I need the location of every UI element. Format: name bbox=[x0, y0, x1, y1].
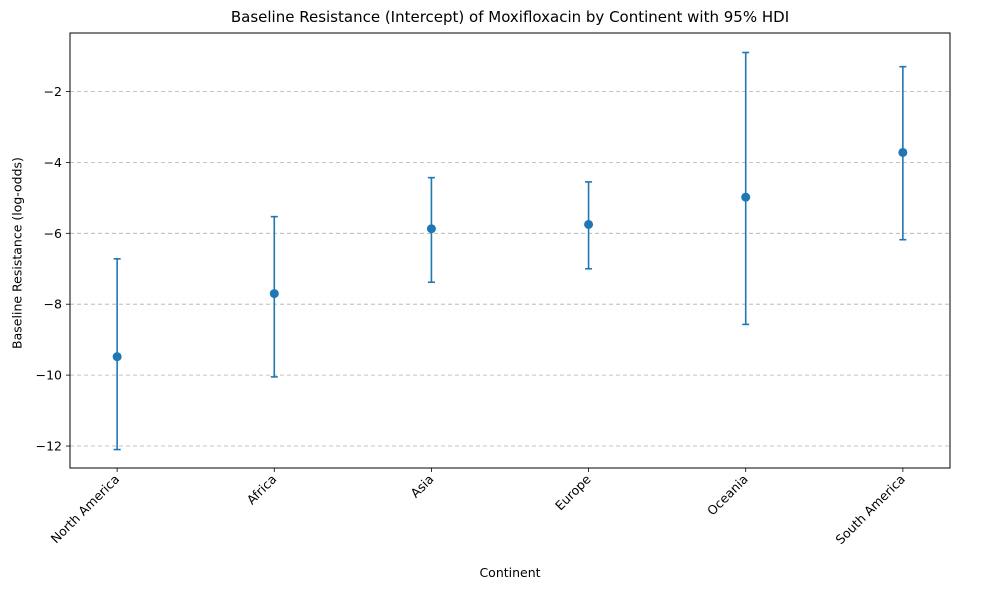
y-tick-label: −6 bbox=[44, 226, 62, 241]
x-tick-label: North America bbox=[48, 472, 123, 547]
data-point bbox=[269, 289, 279, 299]
data-point bbox=[584, 219, 594, 229]
y-tick-label: −12 bbox=[36, 439, 62, 454]
data-point bbox=[112, 352, 122, 362]
x-tick-label: South America bbox=[832, 472, 908, 548]
data-point bbox=[426, 224, 436, 234]
y-tick-label: −10 bbox=[36, 368, 62, 383]
x-tick-label: Asia bbox=[407, 472, 436, 501]
x-tick-label: Oceania bbox=[704, 472, 751, 519]
chart-title: Baseline Resistance (Intercept) of Moxif… bbox=[230, 8, 790, 26]
x-tick-label: Africa bbox=[244, 472, 280, 508]
y-axis-label: Baseline Resistance (log-odds) bbox=[9, 157, 25, 349]
y-tick-label: −8 bbox=[44, 297, 62, 312]
data-point bbox=[741, 192, 751, 202]
data-point bbox=[898, 147, 908, 157]
x-tick-label: Europe bbox=[552, 471, 594, 513]
x-axis-label: Continent bbox=[479, 565, 541, 580]
y-tick-label: −2 bbox=[44, 84, 62, 99]
y-tick-label: −4 bbox=[44, 155, 62, 170]
plot-frame bbox=[69, 32, 951, 469]
